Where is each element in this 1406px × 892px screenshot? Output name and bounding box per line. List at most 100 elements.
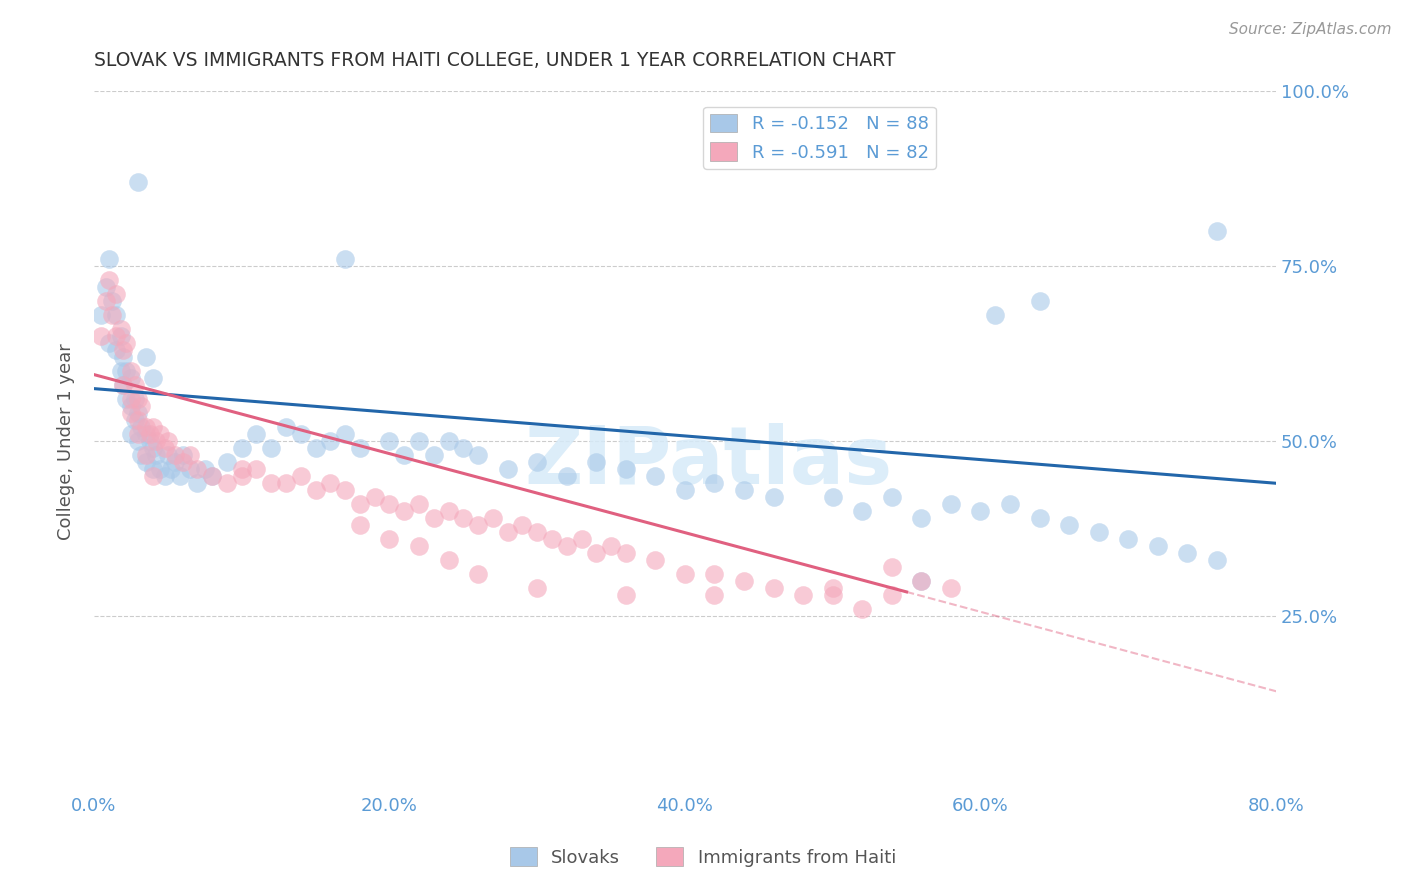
Point (215, 476, 238, 491)
Point (165, 448, 187, 462)
Point (194, 462, 217, 476)
Point (110, 329, 132, 343)
Point (274, 420, 297, 434)
Point (614, 462, 637, 476)
Point (186, 462, 208, 476)
Point (127, 175, 149, 189)
Point (142, 462, 165, 476)
Point (673, 567, 696, 582)
Point (733, 574, 755, 589)
Point (526, 582, 548, 596)
Point (392, 448, 415, 462)
Point (115, 364, 138, 378)
Point (135, 455, 157, 469)
Point (112, 350, 135, 364)
Point (939, 497, 962, 511)
Point (319, 434, 342, 449)
Point (274, 476, 297, 491)
Point (467, 518, 489, 533)
Point (349, 518, 371, 533)
Point (555, 539, 578, 553)
Point (703, 476, 725, 491)
Point (437, 553, 460, 567)
Point (260, 476, 283, 491)
Point (762, 490, 785, 504)
Point (260, 441, 283, 455)
Point (290, 427, 312, 442)
Point (1116, 533, 1139, 547)
Point (135, 350, 157, 364)
Point (880, 589, 903, 603)
Y-axis label: College, Under 1 year: College, Under 1 year (58, 343, 75, 540)
Text: ZIPatlas: ZIPatlas (524, 423, 893, 501)
Point (644, 553, 666, 567)
Point (408, 497, 430, 511)
Point (703, 589, 725, 603)
Point (97, 336, 120, 351)
Point (304, 441, 326, 455)
Point (585, 546, 607, 560)
Point (526, 525, 548, 540)
Point (541, 533, 564, 547)
Point (120, 406, 142, 420)
Point (135, 427, 157, 442)
Point (100, 293, 122, 308)
Point (851, 504, 873, 518)
Point (215, 455, 238, 469)
Point (408, 434, 430, 449)
Point (245, 462, 267, 476)
Point (159, 462, 181, 476)
Text: SLOVAK VS IMMIGRANTS FROM HAITI COLLEGE, UNDER 1 YEAR CORRELATION CHART: SLOVAK VS IMMIGRANTS FROM HAITI COLLEGE,… (94, 51, 896, 70)
Point (821, 589, 844, 603)
Point (120, 371, 142, 385)
Point (1028, 511, 1050, 525)
Point (231, 462, 253, 476)
Point (97, 252, 120, 266)
Point (880, 490, 903, 504)
Point (127, 392, 149, 406)
Point (149, 462, 172, 476)
Point (90, 308, 112, 322)
Point (733, 483, 755, 498)
Point (614, 589, 637, 603)
Point (585, 455, 607, 469)
Point (145, 448, 167, 462)
Point (378, 497, 401, 511)
Point (201, 469, 224, 483)
Point (437, 434, 460, 449)
Point (408, 539, 430, 553)
Point (127, 434, 149, 449)
Point (392, 504, 415, 518)
Point (1028, 293, 1050, 308)
Point (333, 252, 356, 266)
Point (1205, 553, 1227, 567)
Point (115, 392, 138, 406)
Point (673, 483, 696, 498)
Point (600, 539, 623, 553)
Point (984, 308, 1007, 322)
Point (378, 533, 401, 547)
Point (231, 469, 253, 483)
Point (703, 567, 725, 582)
Point (129, 448, 152, 462)
Point (998, 497, 1021, 511)
Point (105, 287, 128, 301)
Point (172, 448, 194, 462)
Point (105, 329, 128, 343)
Point (153, 469, 176, 483)
Point (129, 420, 152, 434)
Point (145, 434, 167, 449)
Point (910, 574, 932, 589)
Point (349, 441, 371, 455)
Point (127, 427, 149, 442)
Point (172, 455, 194, 469)
Point (124, 392, 146, 406)
Text: Source: ZipAtlas.com: Source: ZipAtlas.com (1229, 22, 1392, 37)
Point (1087, 525, 1109, 540)
Point (90, 329, 112, 343)
Point (142, 441, 165, 455)
Legend: Slovaks, Immigrants from Haiti: Slovaks, Immigrants from Haiti (502, 840, 904, 874)
Point (186, 476, 208, 491)
Point (245, 427, 267, 442)
Point (135, 448, 157, 462)
